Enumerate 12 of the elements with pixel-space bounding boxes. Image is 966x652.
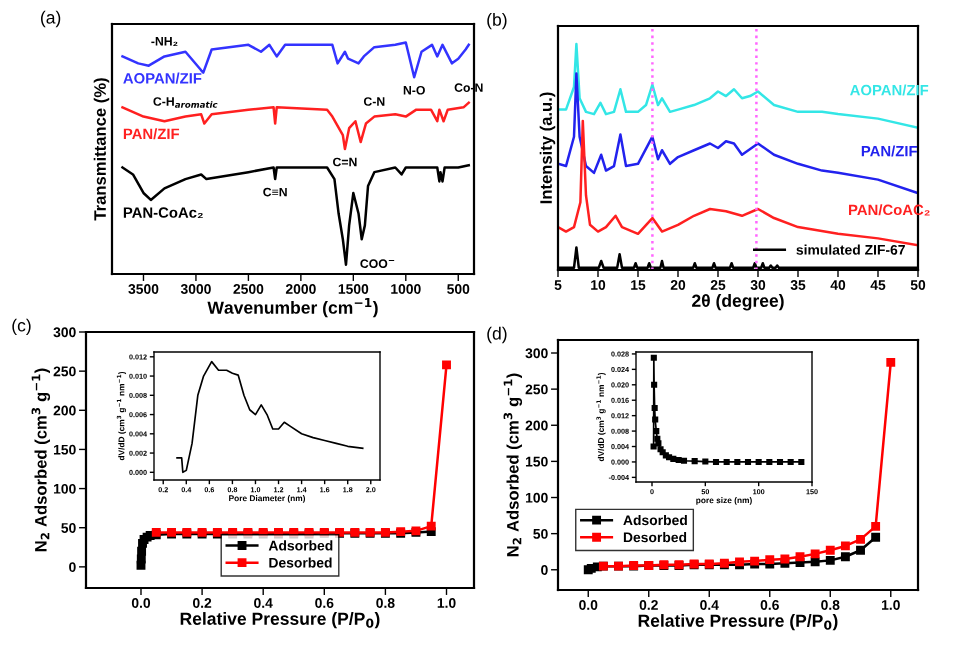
- y-axis-title: N$_{2}$ Adsorbed (cm$^{3}$ g$^{−1}$): [31, 368, 51, 552]
- y-axis-title: N$_{2}$ Adsorbed (cm$^{3}$ g$^{−1}$): [503, 373, 523, 557]
- y-axis-title: Transmittance (%): [93, 78, 110, 221]
- chart-title: (a): [41, 10, 61, 28]
- x-axis-title: Wavenumber (cm$^{−1}$): [207, 298, 378, 318]
- chart-title: (c): [12, 318, 31, 336]
- chart-title: (b): [487, 12, 507, 30]
- chart-title: (d): [487, 326, 507, 344]
- x-axis-title: 2θ (degree): [692, 294, 784, 311]
- y-axis-title: Intensity (a.u.): [539, 92, 556, 204]
- x-axis-title: Relative Pressure (P/P$_{0}$): [180, 612, 380, 629]
- x-axis-title: Relative Pressure (P/P$_{0}$): [638, 614, 838, 631]
